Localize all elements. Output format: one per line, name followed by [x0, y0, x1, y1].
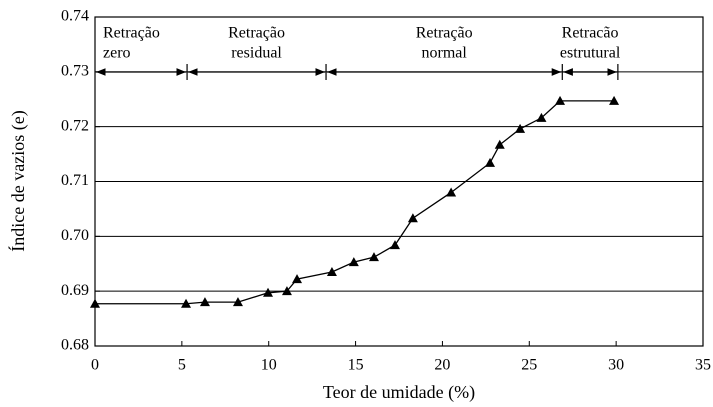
- x-tick-label: 5: [178, 357, 186, 374]
- data-point: [199, 297, 210, 307]
- data-point: [348, 257, 359, 267]
- x-tick-label: 15: [348, 357, 364, 374]
- data-point: [263, 287, 274, 297]
- data-line: [95, 100, 615, 305]
- data-point: [326, 266, 337, 276]
- x-tick-label: 20: [434, 357, 450, 374]
- y-tick-label: 0.71: [61, 172, 89, 189]
- data-point: [536, 112, 547, 122]
- region-label: Retracão: [562, 25, 619, 42]
- data-point: [232, 297, 243, 307]
- x-axis-title: Teor de umidade (%): [323, 382, 475, 403]
- y-tick-label: 0.69: [61, 282, 89, 299]
- y-tick-label: 0.70: [61, 227, 89, 244]
- data-point: [368, 252, 379, 262]
- data-point: [446, 187, 457, 197]
- region-label: residual: [231, 45, 282, 62]
- region-label: normal: [422, 45, 468, 62]
- region-label: Retração: [416, 25, 473, 42]
- x-tick-label: 30: [608, 357, 624, 374]
- y-axis-title: Índice de vazios (e): [7, 110, 29, 251]
- region-label: zero: [103, 45, 131, 62]
- data-point: [609, 95, 620, 105]
- data-point: [390, 240, 401, 250]
- data-point: [181, 298, 192, 308]
- data-point: [90, 298, 100, 308]
- x-tick-label: 35: [695, 357, 711, 374]
- data-point: [281, 286, 292, 296]
- data-point: [485, 157, 496, 167]
- region-label: Retração: [103, 25, 160, 42]
- y-tick-label: 0.68: [61, 337, 89, 354]
- x-tick-label: 10: [261, 357, 277, 374]
- data-point: [515, 123, 526, 133]
- y-tick-label: 0.74: [61, 8, 89, 25]
- data-point: [407, 213, 418, 223]
- data-point: [494, 139, 505, 149]
- data-point: [555, 95, 566, 105]
- region-label: estrutural: [560, 45, 621, 62]
- region-label: Retração: [228, 25, 285, 42]
- y-tick-label: 0.73: [61, 63, 89, 80]
- x-tick-label: 25: [521, 357, 537, 374]
- y-tick-label: 0.72: [61, 117, 89, 134]
- data-point: [292, 274, 303, 284]
- x-tick-label: 0: [91, 357, 99, 374]
